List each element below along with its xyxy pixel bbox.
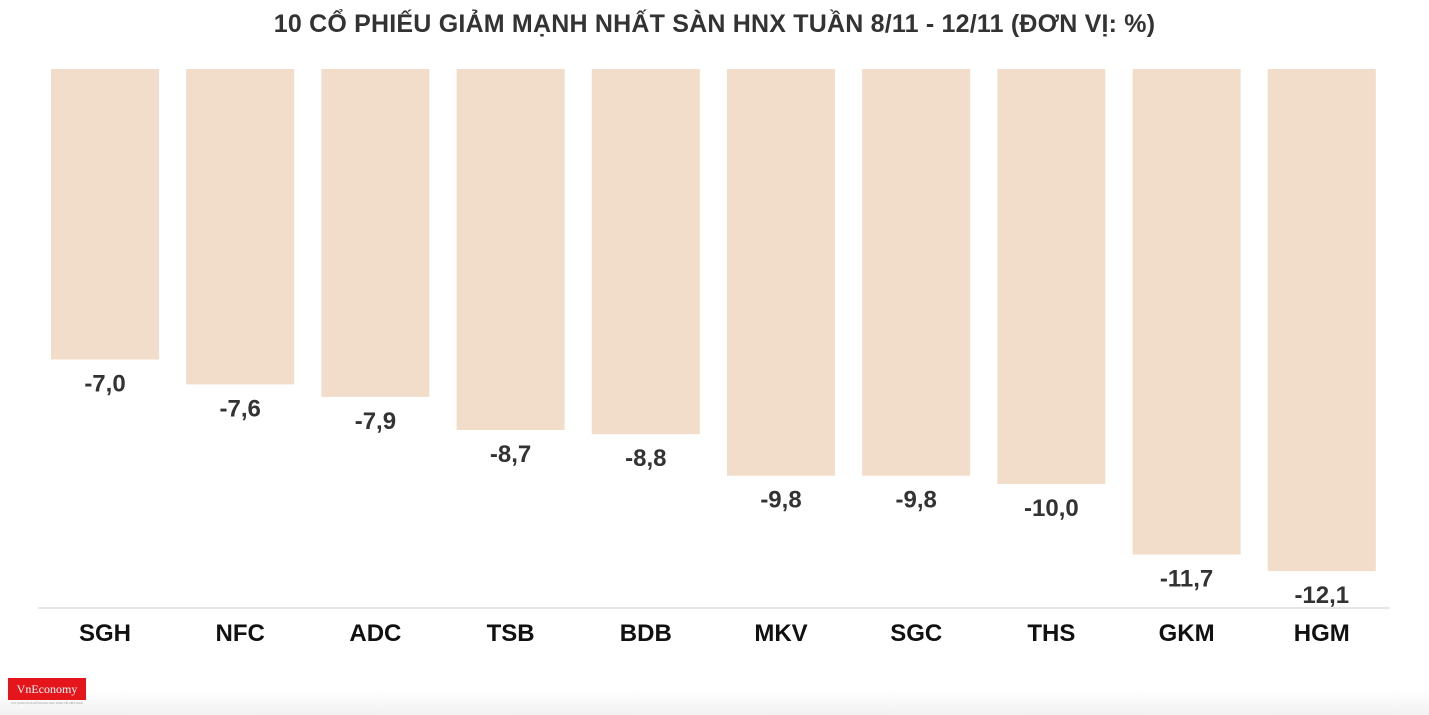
value-label-adc: -7,9	[355, 408, 396, 435]
bar-sgh	[51, 69, 159, 360]
bar-sgc	[862, 69, 971, 476]
value-label-sgh: -7,0	[84, 371, 125, 398]
value-label-gkm: -11,7	[1160, 566, 1213, 593]
value-label-ths: -10,0	[1024, 495, 1079, 522]
x-tick-label-nfc: NFC	[216, 620, 265, 647]
x-tick-label-ths: THS	[1027, 620, 1075, 647]
vneconomy-logo: VnEconomy	[8, 678, 86, 700]
footer-band	[0, 690, 1429, 715]
bar-chart: -7,0 SGH -7,6 NFC -7,9 ADC -8,7 TSB -8,8 BDB -9,8 M…	[38, 69, 1390, 648]
bars-layer	[51, 69, 1376, 572]
logo-tagline: CƠ QUAN CỦA HỘI KHOA HỌC KINH TẾ VIỆT NA…	[11, 701, 83, 705]
bar-nfc	[186, 69, 295, 385]
x-tick-label-tsb: TSB	[487, 620, 535, 647]
x-tick-label-adc: ADC	[349, 620, 401, 647]
value-label-hgm: -12,1	[1294, 582, 1349, 609]
x-tick-label-mkv: MKV	[754, 620, 807, 647]
x-tick-label-hgm: HGM	[1294, 620, 1350, 647]
bar-ths	[997, 69, 1106, 484]
bar-tsb	[456, 69, 565, 430]
value-label-bdb: -8,8	[625, 445, 666, 472]
bar-bdb	[591, 69, 700, 435]
value-label-tsb: -8,7	[490, 441, 531, 468]
value-label-sgc: -9,8	[896, 487, 937, 514]
x-tick-label-bdb: BDB	[620, 620, 672, 647]
value-label-nfc: -7,6	[220, 395, 261, 422]
x-tick-label-gkm: GKM	[1159, 620, 1215, 647]
value-label-mkv: -9,8	[760, 487, 801, 514]
bar-gkm	[1132, 69, 1241, 555]
labels-layer: -7,0 SGH -7,6 NFC -7,9 ADC -8,7 TSB -8,8 BDB -9,8 M…	[79, 371, 1350, 648]
x-tick-label-sgc: SGC	[890, 620, 942, 647]
bar-hgm	[1267, 69, 1376, 572]
bar-mkv	[727, 69, 835, 476]
bar-adc	[321, 69, 430, 397]
chart-title: 10 CỔ PHIẾU GIẢM MẠNH NHẤT SÀN HNX TUẦN …	[273, 10, 1156, 38]
x-tick-label-sgh: SGH	[79, 620, 131, 647]
